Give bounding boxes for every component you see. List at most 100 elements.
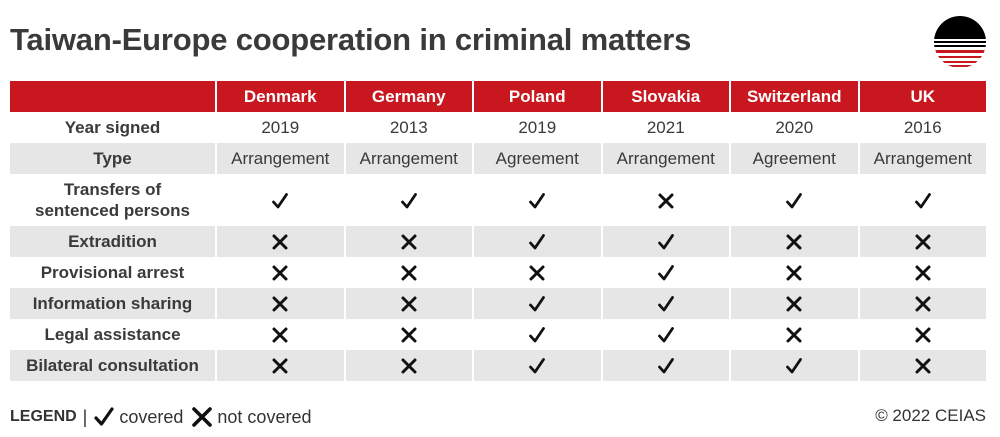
table-cell: Arrangement [859, 143, 986, 174]
row-label: Year signed [64, 118, 161, 137]
table-cell-mark [346, 257, 473, 288]
cross-icon [271, 295, 289, 313]
check-icon [785, 357, 803, 375]
check-icon [528, 326, 546, 344]
table-cell-mark [474, 288, 601, 319]
table-cell: Arrangement [345, 143, 472, 174]
cooperation-table: Denmark Germany Poland Slovakia Switzerl… [8, 81, 988, 381]
table-cell-mark [474, 319, 601, 350]
table-cell-mark [346, 174, 473, 226]
column-header-germany: Germany [345, 81, 472, 112]
check-icon [785, 192, 803, 210]
row-label: Bilateral consultation [10, 350, 215, 381]
check-icon [271, 192, 289, 210]
cross-icon [400, 295, 418, 313]
column-header-slovakia: Slovakia [602, 81, 729, 112]
check-icon [657, 264, 675, 282]
cross-icon [785, 233, 803, 251]
cross-icon [785, 326, 803, 344]
table-cell-mark [859, 288, 986, 319]
table-cell-mark [860, 257, 987, 288]
table-cell-mark [602, 350, 729, 381]
table-cell-mark [217, 174, 344, 226]
check-icon [400, 192, 418, 210]
column-header-denmark: Denmark [217, 81, 344, 112]
table-cell-mark [474, 350, 601, 381]
cross-icon [528, 264, 546, 282]
copyright-notice: © 2022 CEIAS [875, 406, 986, 425]
table-cell: 2019 [518, 117, 557, 137]
check-icon [914, 192, 932, 210]
table-cell-mark [474, 226, 601, 257]
cross-icon [400, 264, 418, 282]
check-icon [657, 295, 675, 313]
check-icon [528, 233, 546, 251]
check-icon [657, 326, 675, 344]
table-cell-mark [860, 174, 987, 226]
table-cell-mark [217, 257, 344, 288]
table-cell-mark [217, 288, 344, 319]
table-cell-mark [603, 174, 730, 226]
table-cell-mark [731, 288, 858, 319]
cross-icon [400, 357, 418, 375]
row-label: Provisional arrest [40, 263, 185, 282]
check-icon [528, 295, 546, 313]
column-header-poland: Poland [474, 81, 601, 112]
table-cell-mark [602, 226, 729, 257]
table-cell-mark [731, 226, 858, 257]
table-cell-mark [860, 319, 987, 350]
legend: LEGEND | covered not covered [10, 404, 319, 430]
table-cell: Agreement [474, 143, 601, 174]
check-icon [657, 357, 675, 375]
check-icon [528, 192, 546, 210]
table-cell-mark [474, 257, 601, 288]
table-cell: 2013 [389, 117, 428, 137]
row-label: Extradition [10, 226, 215, 257]
cross-icon [785, 264, 803, 282]
cross-icon [657, 192, 675, 210]
legend-title: LEGEND [10, 408, 77, 425]
cross-icon [271, 233, 289, 251]
row-label: Type [10, 143, 215, 174]
table-cell-mark [731, 350, 858, 381]
legend-not-covered-label: not covered [217, 406, 312, 427]
page-title: Taiwan-Europe cooperation in criminal ma… [10, 22, 692, 57]
table-row-provisional-arrest: Provisional arrest [10, 257, 986, 288]
cross-icon [400, 233, 418, 251]
table-cell-mark [217, 226, 344, 257]
table-cell: 2016 [903, 117, 942, 137]
table-cell-mark [731, 257, 858, 288]
cross-icon [914, 326, 932, 344]
cross-icon [785, 295, 803, 313]
table-cell-mark [345, 288, 472, 319]
table-cell-mark [217, 319, 344, 350]
table-cell-mark [603, 319, 730, 350]
table-row-year-signed: Year signed 2019 2013 2019 2021 2020 2016 [10, 112, 986, 143]
cross-icon [914, 233, 932, 251]
column-header-uk: UK [859, 81, 986, 112]
corner-cell [10, 81, 215, 112]
table-cell-mark [859, 350, 986, 381]
cross-icon [191, 406, 213, 428]
table-cell-mark [602, 288, 729, 319]
table-cell: Agreement [731, 143, 858, 174]
check-icon [528, 357, 546, 375]
table-cell: 2020 [775, 117, 814, 137]
table-row-legal-assistance: Legal assistance [10, 319, 986, 350]
table-cell-mark [731, 174, 858, 226]
row-label: Information sharing [10, 288, 215, 319]
legend-separator: | [82, 406, 88, 427]
cross-icon [914, 264, 932, 282]
cross-icon [914, 295, 932, 313]
table-row-transfers-of-sentenced-persons: Transfers of sentenced persons [10, 174, 986, 226]
legend-covered-label: covered [119, 406, 184, 427]
table-cell-mark [345, 350, 472, 381]
cross-icon [271, 326, 289, 344]
table-cell: Arrangement [602, 143, 729, 174]
table-row-bilateral-consultation: Bilateral consultation [10, 350, 986, 381]
table-cell-mark [345, 226, 472, 257]
table-row-information-sharing: Information sharing [10, 288, 986, 319]
check-icon [657, 233, 675, 251]
table-cell-mark [217, 350, 344, 381]
cross-icon [271, 264, 289, 282]
